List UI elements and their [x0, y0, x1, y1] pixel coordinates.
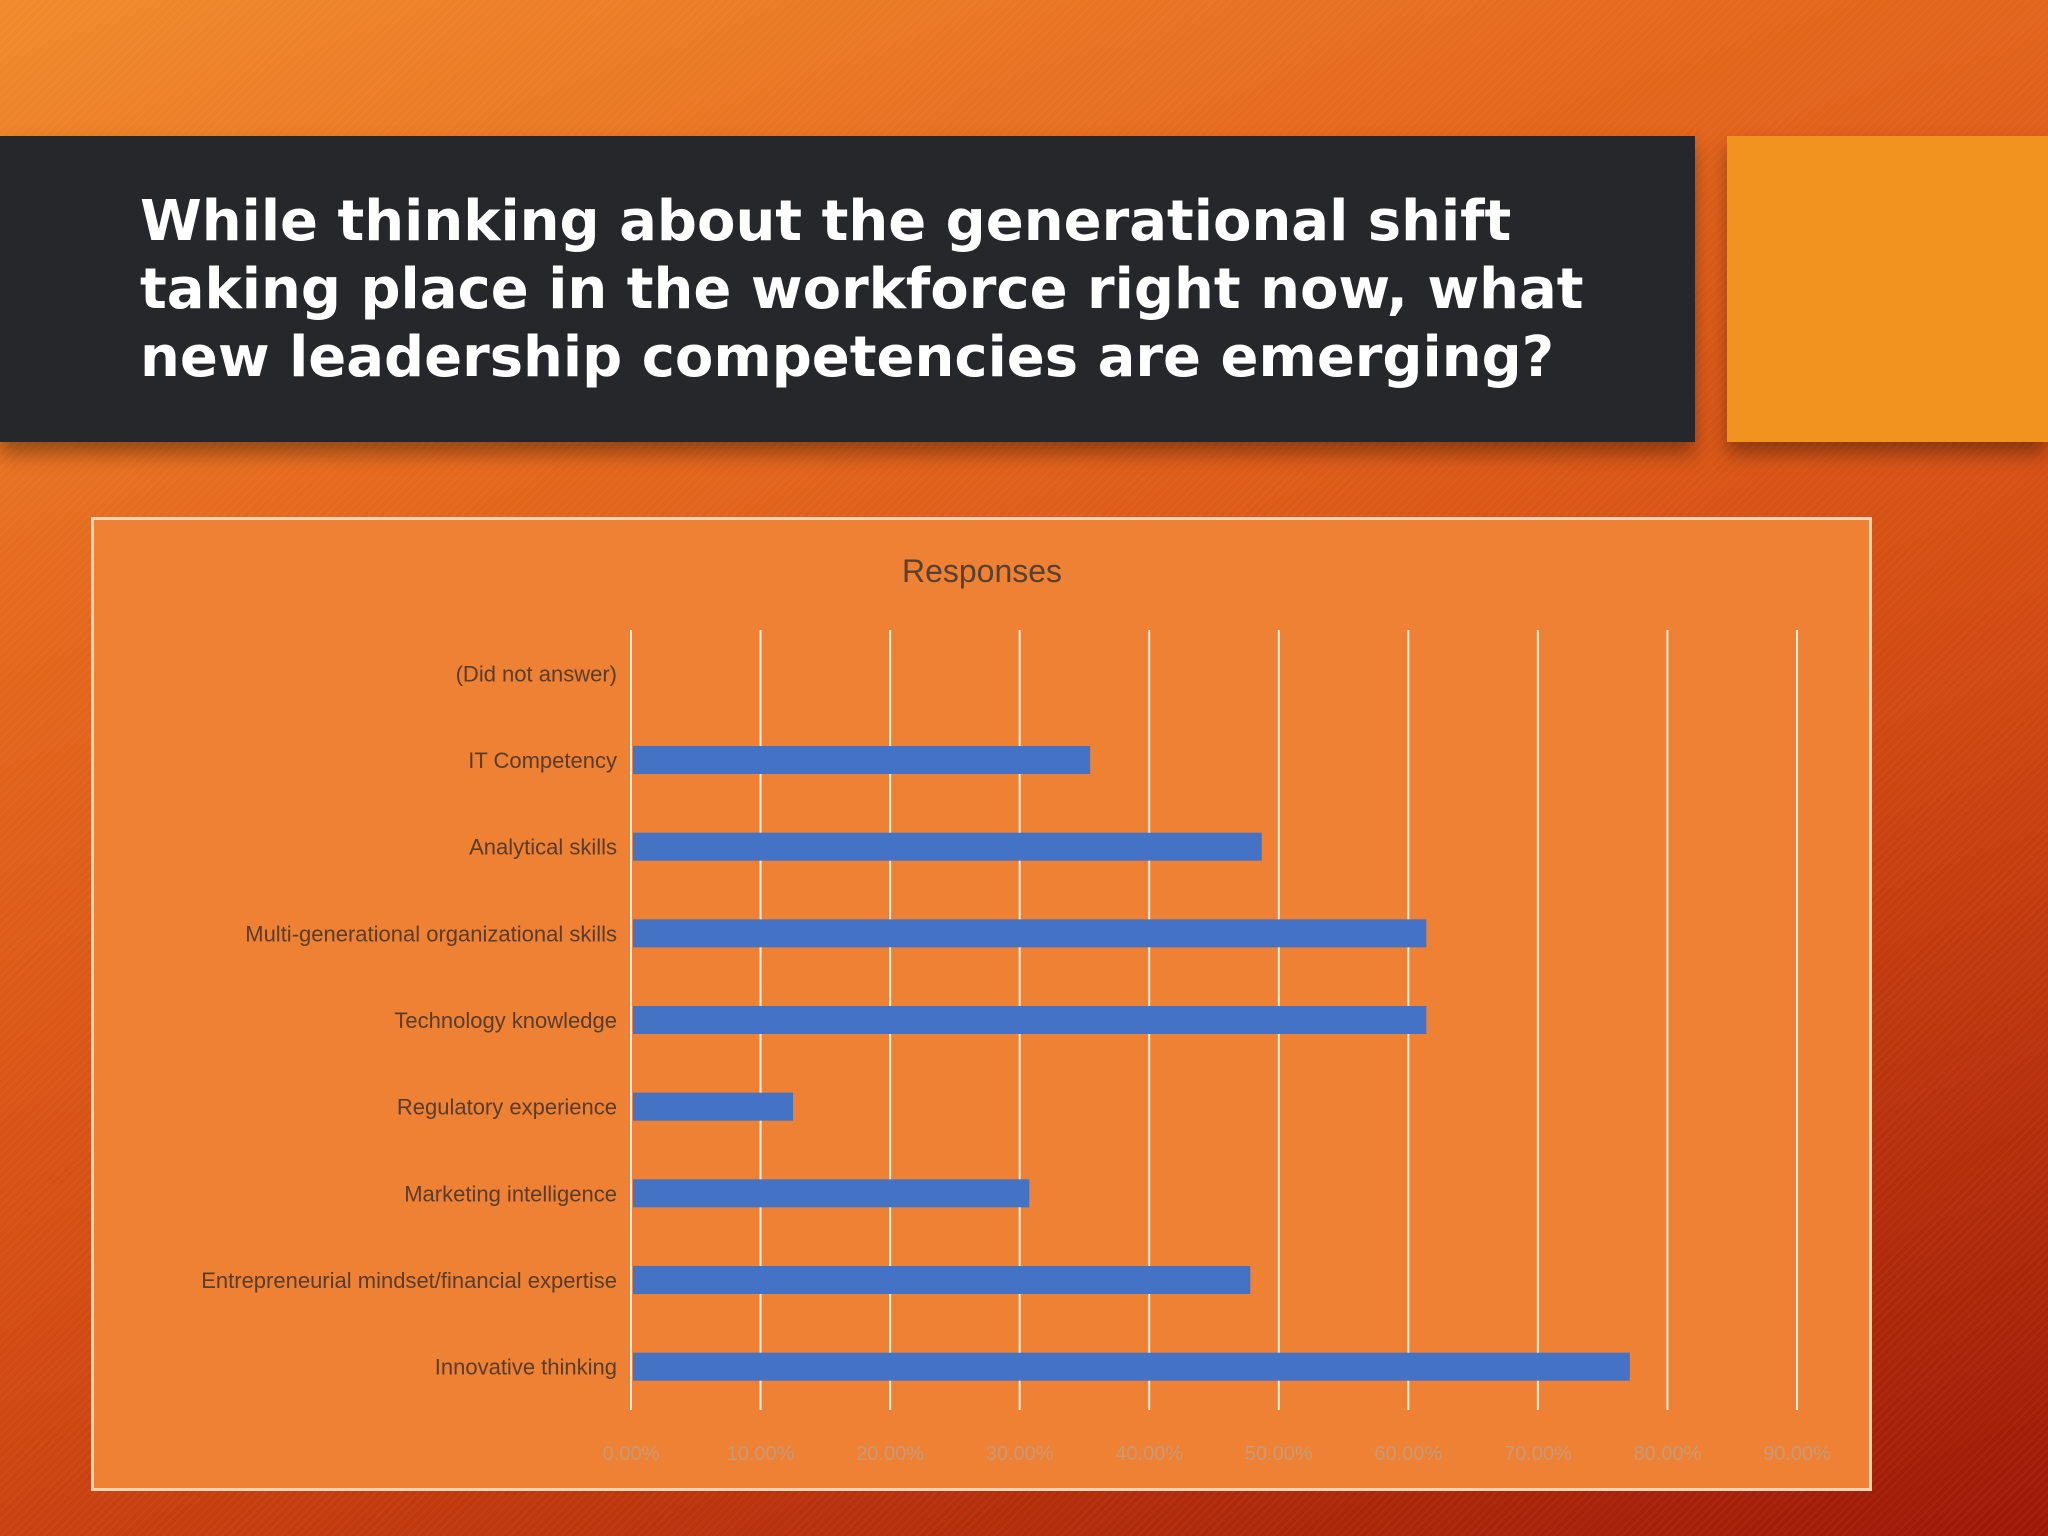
- category-label: Technology knowledge: [394, 1008, 617, 1033]
- x-tick-label: 30.00%: [986, 1443, 1054, 1465]
- bar: [633, 832, 1262, 861]
- bar: [633, 919, 1427, 948]
- bar: [633, 1352, 1630, 1381]
- accent-block: [1727, 136, 2048, 442]
- chart-frame: Responses (Did not answer) IT Competency A…: [91, 517, 1872, 1491]
- x-tick-label: 10.00%: [727, 1443, 795, 1465]
- x-tick-label: 60.00%: [1374, 1443, 1442, 1465]
- category-label: Multi-generational organizational skills: [245, 921, 617, 946]
- x-tick-label: 80.00%: [1634, 1443, 1702, 1465]
- bar: [633, 746, 1091, 774]
- bar: [633, 1266, 1251, 1294]
- category-label: Analytical skills: [469, 835, 617, 860]
- category-label: (Did not answer): [456, 661, 617, 686]
- bar: [633, 1092, 794, 1121]
- category-label: Marketing intelligence: [404, 1181, 617, 1206]
- x-tick-label: 20.00%: [856, 1443, 924, 1465]
- category-label: Regulatory experience: [397, 1095, 617, 1120]
- x-tick-labels: 0.00% 10.00% 20.00% 30.00% 40.00% 50.00% 60.00…: [603, 1443, 1831, 1465]
- bar: [633, 1179, 1030, 1208]
- category-labels: (Did not answer) IT Competency Analytical …: [201, 661, 617, 1379]
- x-tick-label: 90.00%: [1763, 1443, 1831, 1465]
- x-tick-label: 70.00%: [1504, 1443, 1572, 1465]
- category-label: Innovative thinking: [435, 1355, 617, 1380]
- x-tick-label: 50.00%: [1245, 1443, 1313, 1465]
- title-bar: While thinking about the generational sh…: [0, 136, 1695, 442]
- chart-title: Responses: [902, 553, 1062, 589]
- category-label: IT Competency: [468, 748, 617, 773]
- responses-bar-chart: Responses (Did not answer) IT Competency A…: [201, 553, 1831, 1465]
- slide-title: While thinking about the generational sh…: [140, 189, 1584, 390]
- category-label: Entrepreneurial mindset/financial expert…: [201, 1268, 617, 1293]
- bar: [633, 1006, 1427, 1034]
- bars: [633, 746, 1630, 1381]
- x-tick-label: 0.00%: [603, 1443, 660, 1465]
- x-tick-label: 40.00%: [1115, 1443, 1183, 1465]
